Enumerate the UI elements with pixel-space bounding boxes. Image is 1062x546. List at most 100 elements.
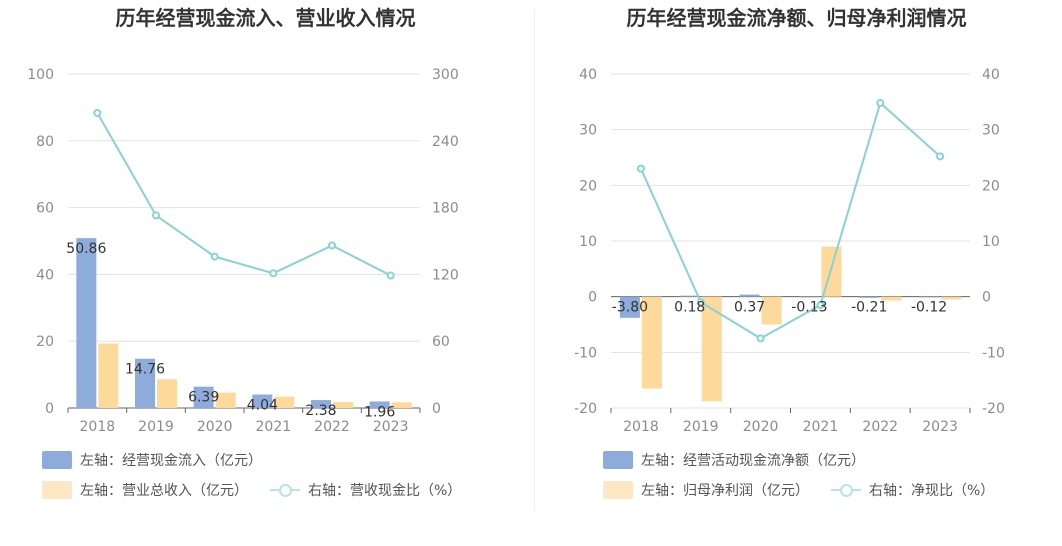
line-point: [93, 108, 102, 117]
legend: 左轴：经营活动现金流净额（亿元）: [603, 450, 887, 470]
y-right-tick-label: 60: [432, 334, 450, 350]
bar-secondary: [333, 401, 353, 408]
bar-primary: [76, 238, 97, 408]
chart-title: 历年经营现金流入、营业收入情况: [115, 6, 416, 30]
legend-swatch-icon: [42, 451, 72, 469]
line-point: [636, 164, 645, 173]
legend-label: 左轴：营业总收入（亿元）: [80, 483, 248, 499]
chart-panel-net-cash-profit: 历年经营现金流净额、归母净利润情况 -20 -10 0 10 20 30 40 -20 -10 0…: [531, 0, 1062, 546]
y-left-tick-label: 100: [27, 67, 54, 83]
x-tick-label: 2023: [373, 419, 409, 435]
y-right-tick-label: 240: [432, 134, 459, 150]
chart-panel-cash-inflow-revenue: 历年经营现金流入、营业收入情况 0 20 40 60 80 100 0 60 120 180 240…: [27, 6, 483, 500]
legend-line-icon: [270, 481, 300, 499]
data-label: 4.04: [247, 398, 278, 414]
data-label: 6.39: [188, 390, 219, 406]
data-label: 50.86: [66, 241, 106, 257]
legend-item-net-cash-ratio[interactable]: 右轴：净现比（%）: [831, 480, 994, 500]
legend-label: 右轴：营收现金比（%）: [308, 483, 462, 499]
bar-primary: [799, 296, 820, 298]
line-point: [210, 252, 219, 261]
legend-swatch-icon: [42, 481, 72, 499]
y-left-tick-label: 60: [36, 201, 54, 217]
data-label: -3.80: [612, 300, 648, 316]
legend-item-revenue-cash-ratio[interactable]: 右轴：营收现金比（%）: [270, 480, 461, 500]
bar-primary: [679, 295, 700, 297]
data-label: 14.76: [125, 362, 165, 378]
legend: 左轴：归母净利润（亿元） 右轴：净现比（%）: [603, 480, 1016, 500]
chart-title: 历年经营现金流净额、归母净利润情况: [626, 6, 967, 30]
bar-secondary: [641, 296, 662, 389]
line-point: [756, 334, 765, 343]
data-label: -0.21: [851, 300, 887, 316]
y-left-tick-label: 20: [579, 178, 597, 194]
bar-secondary: [391, 402, 412, 408]
legend-label: 右轴：净现比（%）: [869, 483, 995, 499]
line-point: [269, 269, 278, 278]
y-left-tick-label: 80: [36, 134, 54, 150]
line-point: [696, 298, 705, 307]
x-tick-label: 2021: [256, 419, 292, 435]
line-point: [386, 271, 395, 280]
data-label: 0.18: [674, 300, 705, 316]
legend-label: 左轴：经营活动现金流净额（亿元）: [641, 453, 865, 469]
y-left-tick-label: -20: [574, 401, 597, 417]
x-tick-label: 2018: [80, 419, 116, 435]
bar-primary: [369, 401, 390, 408]
bar-primary: [311, 400, 331, 408]
legend-label: 左轴：经营现金流入（亿元）: [80, 453, 262, 469]
legend-item-net-profit[interactable]: 左轴：归母净利润（亿元）: [603, 480, 809, 500]
x-tick-label: 2018: [623, 419, 659, 435]
bar-primary: [135, 358, 155, 408]
bar-secondary: [701, 296, 722, 402]
y-right-tick-label: 180: [432, 201, 459, 217]
line-point: [328, 241, 336, 250]
bar-secondary: [215, 392, 236, 408]
bar-secondary: [157, 379, 177, 408]
panel-divider: [534, 10, 535, 510]
data-label: 0.37: [734, 300, 765, 316]
x-tick-label: 2023: [922, 419, 958, 435]
bar-primary: [859, 296, 880, 298]
y-right-tick-label: 40: [982, 67, 1000, 83]
y-right-tick-label: -20: [982, 401, 1005, 417]
y-left-tick-label: 20: [36, 334, 54, 350]
legend-item-revenue[interactable]: 左轴：营业总收入（亿元）: [42, 480, 248, 500]
bar-primary: [619, 296, 640, 318]
x-tick-label: 2021: [803, 419, 839, 435]
legend-label: 左轴：归母净利润（亿元）: [641, 483, 809, 499]
legend-item-cash-inflow[interactable]: 左轴：经营现金流入（亿元）: [42, 450, 262, 470]
x-tick-label: 2022: [862, 419, 898, 435]
bar-primary: [919, 296, 940, 298]
y-left-tick-label: 30: [579, 123, 597, 139]
line-point: [936, 152, 945, 161]
x-tick-label: 2020: [197, 419, 233, 435]
y-right-tick-label: 0: [982, 290, 991, 306]
bar-primary: [193, 386, 214, 408]
line-point: [876, 98, 885, 107]
y-left-tick-label: 0: [588, 290, 597, 306]
data-label: -0.13: [791, 300, 827, 316]
y-right-tick-label: 120: [432, 267, 459, 283]
y-left-tick-label: 10: [579, 234, 597, 250]
data-label: 2.38: [305, 403, 336, 419]
y-right-tick-label: 10: [982, 234, 1000, 250]
line-point: [152, 211, 160, 220]
chart-plot-area: -20 -10 0 10 20 30 40 -20 -10 0 10 20 30 40 2018 2019 20…: [574, 67, 1005, 435]
line-point: [816, 301, 825, 310]
bar-primary: [252, 394, 273, 408]
y-right-tick-label: 0: [432, 401, 441, 417]
y-right-tick-label: 30: [982, 123, 1000, 139]
legend-swatch-icon: [603, 451, 633, 469]
bar-secondary: [941, 296, 962, 300]
legend-item-net-cash-flow[interactable]: 左轴：经营活动现金流净额（亿元）: [603, 450, 865, 470]
line-series-path: [640, 101, 941, 340]
legend: 左轴：营业总收入（亿元） 右轴：营收现金比（%）: [42, 480, 483, 500]
data-label: -0.12: [911, 300, 947, 316]
x-tick-label: 2022: [314, 419, 350, 435]
bar-secondary: [274, 396, 295, 408]
y-left-tick-label: 0: [45, 401, 54, 417]
bar-primary: [739, 294, 760, 297]
chart-plot-area: 0 20 40 60 80 100 0 60 120 180 240 300 2018 2019 2020 2…: [27, 67, 459, 435]
legend-line-icon: [831, 481, 861, 499]
